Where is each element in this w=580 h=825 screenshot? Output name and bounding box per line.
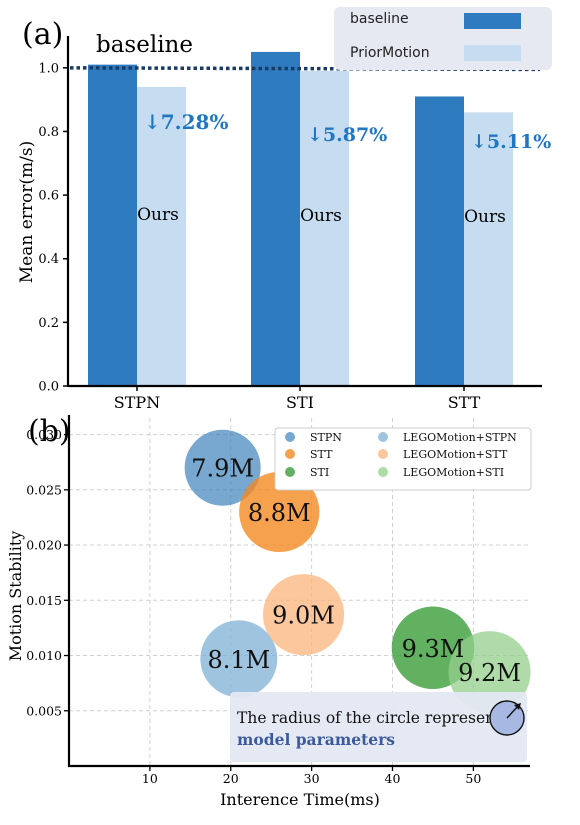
a-y-tick-label: 0.8 [38, 125, 59, 140]
b-x-tick-label: 40 [385, 771, 401, 786]
b-annotation: The radius of the circle represents mode… [230, 692, 527, 762]
b-x-tick-label: 20 [223, 771, 239, 786]
panel-b: (b) 7.9M 8.8M 8.1M9.0M 9.3M9.2M 0.005 0.010 0… [6, 414, 532, 809]
b-legend-marker [285, 467, 295, 477]
point-label-stt: 8.8M [248, 499, 311, 527]
b-legend-marker [378, 432, 388, 442]
b-y-tick-label: 0.005 [26, 703, 62, 718]
a-y-axis-label: Mean error(m/s) [17, 141, 37, 283]
panel-a: (a) Ours ↓7.28% Ours ↓5.87% Ours ↓5.11% 0.0 0.… [17, 7, 552, 412]
b-annotation-line2: model parameters [237, 730, 395, 749]
a-y-tick-label: 1.0 [38, 61, 59, 76]
b-y-tick-label: 0.015 [26, 593, 62, 608]
point-label-stpn: 7.9M [191, 455, 254, 483]
point-legomotion-stpn [200, 620, 278, 698]
bar-baseline-sti [251, 51, 300, 387]
b-y-tick-label: 0.010 [26, 648, 62, 663]
bar-label-ours: Ours [137, 205, 179, 225]
b-legend-label: LEGOMotion+STI [403, 466, 504, 479]
b-x-axis-label: Interence Time(ms) [220, 790, 380, 809]
b-x-tick-label: 30 [304, 771, 320, 786]
baseline-line-label: baseline [96, 32, 193, 58]
b-y-tick-label: 0.020 [26, 538, 62, 553]
point-legomotion-stt [262, 574, 345, 656]
a-y-tick-label: 0.2 [38, 316, 59, 331]
improvement-label: ↓7.28% [144, 110, 228, 134]
b-annotation-box [230, 692, 527, 762]
b-y-axis-label: Motion Stability [6, 531, 25, 662]
bar-baseline-stpn [88, 64, 137, 387]
improvement-label: ↓5.87% [307, 124, 387, 146]
a-y-tick-label: 0.4 [38, 252, 59, 267]
b-legend: STPN STT STI LEGOMotion+STPN LEGOMotion+STT L… [274, 427, 532, 491]
point-label-legomotion-sti: 9.2M [458, 659, 521, 687]
b-legend-marker [285, 449, 295, 459]
a-legend-swatch-priormotion [464, 45, 521, 61]
bar-priormotion-stpn [137, 86, 186, 386]
point-label-sti: 9.3M [402, 635, 465, 663]
a-legend-label-baseline: baseline [350, 11, 409, 27]
b-legend-frame [274, 427, 532, 491]
b-legend-label: STI [310, 466, 329, 479]
a-x-tick-label: STI [286, 393, 314, 412]
b-y-tick-label: 0.030 [26, 427, 62, 442]
a-legend: baseline PriorMotion [334, 7, 552, 70]
b-legend-marker [378, 467, 388, 477]
bar-label-ours: Ours [464, 207, 506, 227]
point-stpn [184, 429, 261, 506]
panel-b-label: (b) [28, 414, 71, 449]
bar-baseline-stt [415, 96, 464, 387]
bar-priormotion-stt [464, 112, 513, 386]
b-legend-label: LEGOMotion+STT [403, 448, 508, 461]
a-x-tick-label: STT [448, 393, 481, 412]
b-legend-label: STT [310, 448, 333, 461]
b-annotation-line1: The radius of the circle represents [237, 709, 509, 727]
b-legend-marker [378, 449, 388, 459]
a-y-tick-label: 0.0 [38, 380, 59, 395]
improvement-label: ↓5.11% [471, 131, 551, 153]
b-y-tick-label: 0.025 [26, 482, 62, 497]
a-legend-label-priormotion: PriorMotion [350, 45, 430, 61]
b-legend-label: STPN [310, 431, 342, 444]
a-legend-swatch-baseline [464, 13, 521, 29]
b-legend-label: LEGOMotion+STPN [403, 431, 517, 444]
a-y-tick-label: 0.6 [38, 189, 59, 204]
point-stt [239, 471, 320, 553]
point-label-legomotion-stpn: 8.1M [207, 646, 270, 674]
radius-arrowhead-icon [514, 703, 521, 710]
b-x-tick-label: 10 [142, 771, 158, 786]
b-x-tick-label: 50 [465, 771, 481, 786]
bar-priormotion-sti [300, 71, 349, 386]
b-legend-marker [285, 432, 295, 442]
bar-label-ours: Ours [300, 206, 342, 226]
a-x-tick-label: STPN [114, 393, 160, 412]
panel-a-label: (a) [22, 17, 63, 52]
point-label-legomotion-stt: 9.0M [272, 602, 335, 630]
